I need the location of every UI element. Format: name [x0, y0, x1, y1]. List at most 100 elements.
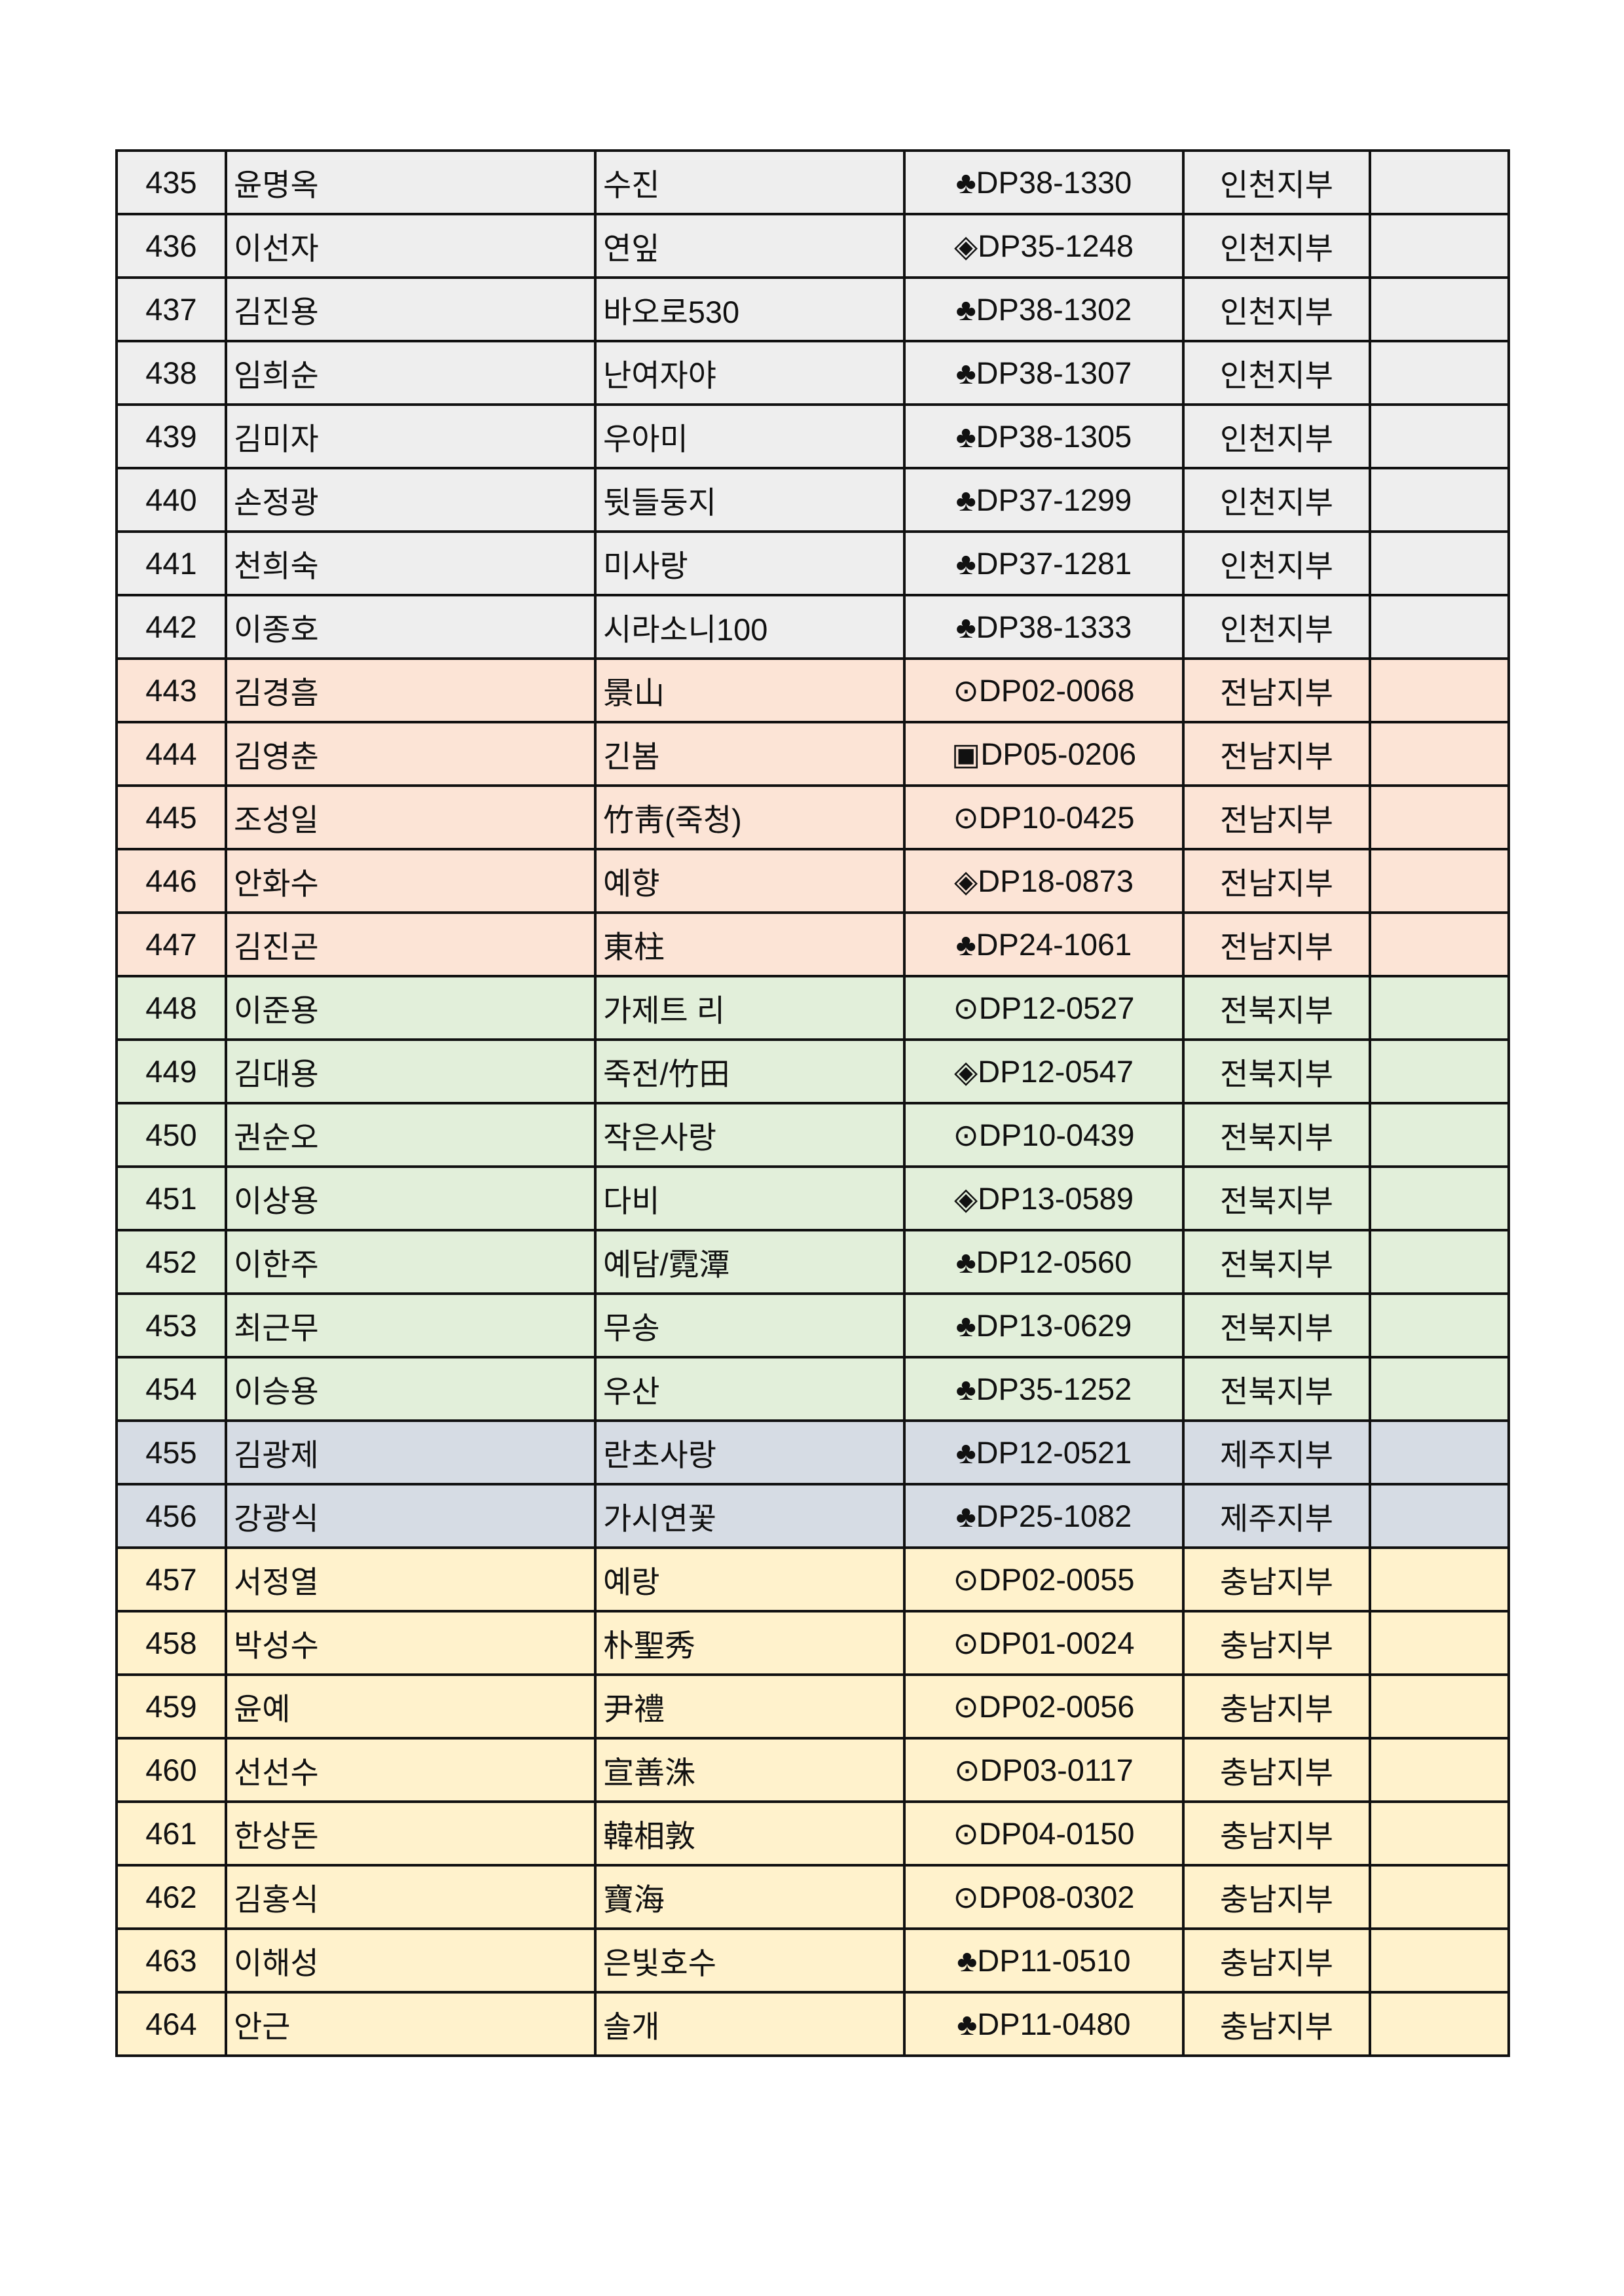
note-cell [1369, 276, 1510, 342]
table-row: 436 이선자 연잎 ◈DP35-1248 인천지부 [115, 213, 1510, 279]
registration-code: ♣DP37-1281 [903, 530, 1185, 596]
registration-code: ⊙DP03-0117 [903, 1737, 1185, 1803]
note-cell [1369, 1356, 1510, 1422]
member-name: 안화수 [225, 848, 597, 914]
registration-code: ◈DP13-0589 [903, 1165, 1185, 1231]
row-number: 450 [115, 1102, 227, 1168]
variety-name: 가제트 리 [594, 975, 906, 1041]
branch-name: 인천지부 [1182, 213, 1371, 279]
member-name: 이승용 [225, 1356, 597, 1422]
branch-name: 충남지부 [1182, 1546, 1371, 1613]
member-name: 강광식 [225, 1483, 597, 1549]
row-number: 452 [115, 1229, 227, 1295]
note-cell [1369, 1165, 1510, 1231]
row-number: 462 [115, 1864, 227, 1930]
branch-name: 전남지부 [1182, 848, 1371, 914]
table-row: 452 이한주 예담/霓潭 ♣DP12-0560 전북지부 [115, 1229, 1510, 1295]
branch-name: 전북지부 [1182, 975, 1371, 1041]
member-name: 김진곤 [225, 911, 597, 977]
note-cell [1369, 1038, 1510, 1104]
branch-name: 충남지부 [1182, 1737, 1371, 1803]
registration-code: ♣DP25-1082 [903, 1483, 1185, 1549]
registration-code: ♣DP38-1330 [903, 149, 1185, 215]
registration-code: ⊙DP02-0055 [903, 1546, 1185, 1613]
variety-name: 우아미 [594, 403, 906, 469]
branch-name: 충남지부 [1182, 1800, 1371, 1867]
row-number: 438 [115, 340, 227, 406]
table-row: 459 윤예 尹禮 ⊙DP02-0056 충남지부 [115, 1673, 1510, 1740]
table-row: 447 김진곤 東柱 ♣DP24-1061 전남지부 [115, 911, 1510, 977]
note-cell [1369, 975, 1510, 1041]
branch-name: 인천지부 [1182, 594, 1371, 660]
note-cell [1369, 1927, 1510, 1994]
variety-name: 韓相敦 [594, 1800, 906, 1867]
branch-name: 인천지부 [1182, 530, 1371, 596]
note-cell [1369, 1229, 1510, 1295]
variety-name: 예담/霓潭 [594, 1229, 906, 1295]
member-name: 천희숙 [225, 530, 597, 596]
row-number: 454 [115, 1356, 227, 1422]
registration-code: ⊙DP12-0527 [903, 975, 1185, 1041]
variety-name: 東柱 [594, 911, 906, 977]
registration-code: ⊙DP04-0150 [903, 1800, 1185, 1867]
variety-name: 景山 [594, 657, 906, 723]
row-number: 451 [115, 1165, 227, 1231]
variety-name: 미사랑 [594, 530, 906, 596]
variety-name: 가시연꽃 [594, 1483, 906, 1549]
note-cell [1369, 1292, 1510, 1358]
branch-name: 전북지부 [1182, 1292, 1371, 1358]
row-number: 444 [115, 721, 227, 787]
variety-name: 은빛호수 [594, 1927, 906, 1994]
table-row: 445 조성일 竹靑(죽청) ⊙DP10-0425 전남지부 [115, 784, 1510, 850]
row-number: 453 [115, 1292, 227, 1358]
row-number: 439 [115, 403, 227, 469]
variety-name: 솔개 [594, 1991, 906, 2057]
table-row: 458 박성수 朴聖秀 ⊙DP01-0024 충남지부 [115, 1610, 1510, 1676]
row-number: 460 [115, 1737, 227, 1803]
variety-name: 竹靑(죽청) [594, 784, 906, 850]
branch-name: 전남지부 [1182, 721, 1371, 787]
registration-code: ♣DP38-1307 [903, 340, 1185, 406]
member-name: 이상용 [225, 1165, 597, 1231]
variety-name: 긴봄 [594, 721, 906, 787]
table-row: 463 이해성 은빛호수 ♣DP11-0510 충남지부 [115, 1927, 1510, 1994]
note-cell [1369, 1800, 1510, 1867]
registration-code: ♣DP13-0629 [903, 1292, 1185, 1358]
note-cell [1369, 1864, 1510, 1930]
registration-code: ⊙DP10-0439 [903, 1102, 1185, 1168]
variety-name: 우산 [594, 1356, 906, 1422]
variety-name: 뒷들둥지 [594, 467, 906, 533]
table-row: 455 김광제 란초사랑 ♣DP12-0521 제주지부 [115, 1419, 1510, 1485]
member-table: 435 윤명옥 수진 ♣DP38-1330 인천지부 436 이선자 연잎 ◈DP35-1248… [115, 149, 1510, 2057]
member-name: 윤예 [225, 1673, 597, 1740]
table-row: 446 안화수 예향 ◈DP18-0873 전남지부 [115, 848, 1510, 914]
row-number: 455 [115, 1419, 227, 1485]
note-cell [1369, 1102, 1510, 1168]
row-number: 448 [115, 975, 227, 1041]
table-row: 441 천희숙 미사랑 ♣DP37-1281 인천지부 [115, 530, 1510, 596]
row-number: 440 [115, 467, 227, 533]
branch-name: 인천지부 [1182, 276, 1371, 342]
variety-name: 尹禮 [594, 1673, 906, 1740]
row-number: 459 [115, 1673, 227, 1740]
row-number: 457 [115, 1546, 227, 1613]
variety-name: 다비 [594, 1165, 906, 1231]
note-cell [1369, 149, 1510, 215]
table-row: 442 이종호 시라소니100 ♣DP38-1333 인천지부 [115, 594, 1510, 660]
table-row: 448 이준용 가제트 리 ⊙DP12-0527 전북지부 [115, 975, 1510, 1041]
row-number: 445 [115, 784, 227, 850]
registration-code: ⊙DP01-0024 [903, 1610, 1185, 1676]
member-name: 이종호 [225, 594, 597, 660]
member-name: 김미자 [225, 403, 597, 469]
branch-name: 전북지부 [1182, 1356, 1371, 1422]
member-name: 권순오 [225, 1102, 597, 1168]
row-number: 449 [115, 1038, 227, 1104]
registration-code: ◈DP18-0873 [903, 848, 1185, 914]
branch-name: 인천지부 [1182, 149, 1371, 215]
branch-name: 전북지부 [1182, 1229, 1371, 1295]
registration-code: ♣DP38-1302 [903, 276, 1185, 342]
note-cell [1369, 911, 1510, 977]
row-number: 435 [115, 149, 227, 215]
member-name: 박성수 [225, 1610, 597, 1676]
member-name: 김홍식 [225, 1864, 597, 1930]
